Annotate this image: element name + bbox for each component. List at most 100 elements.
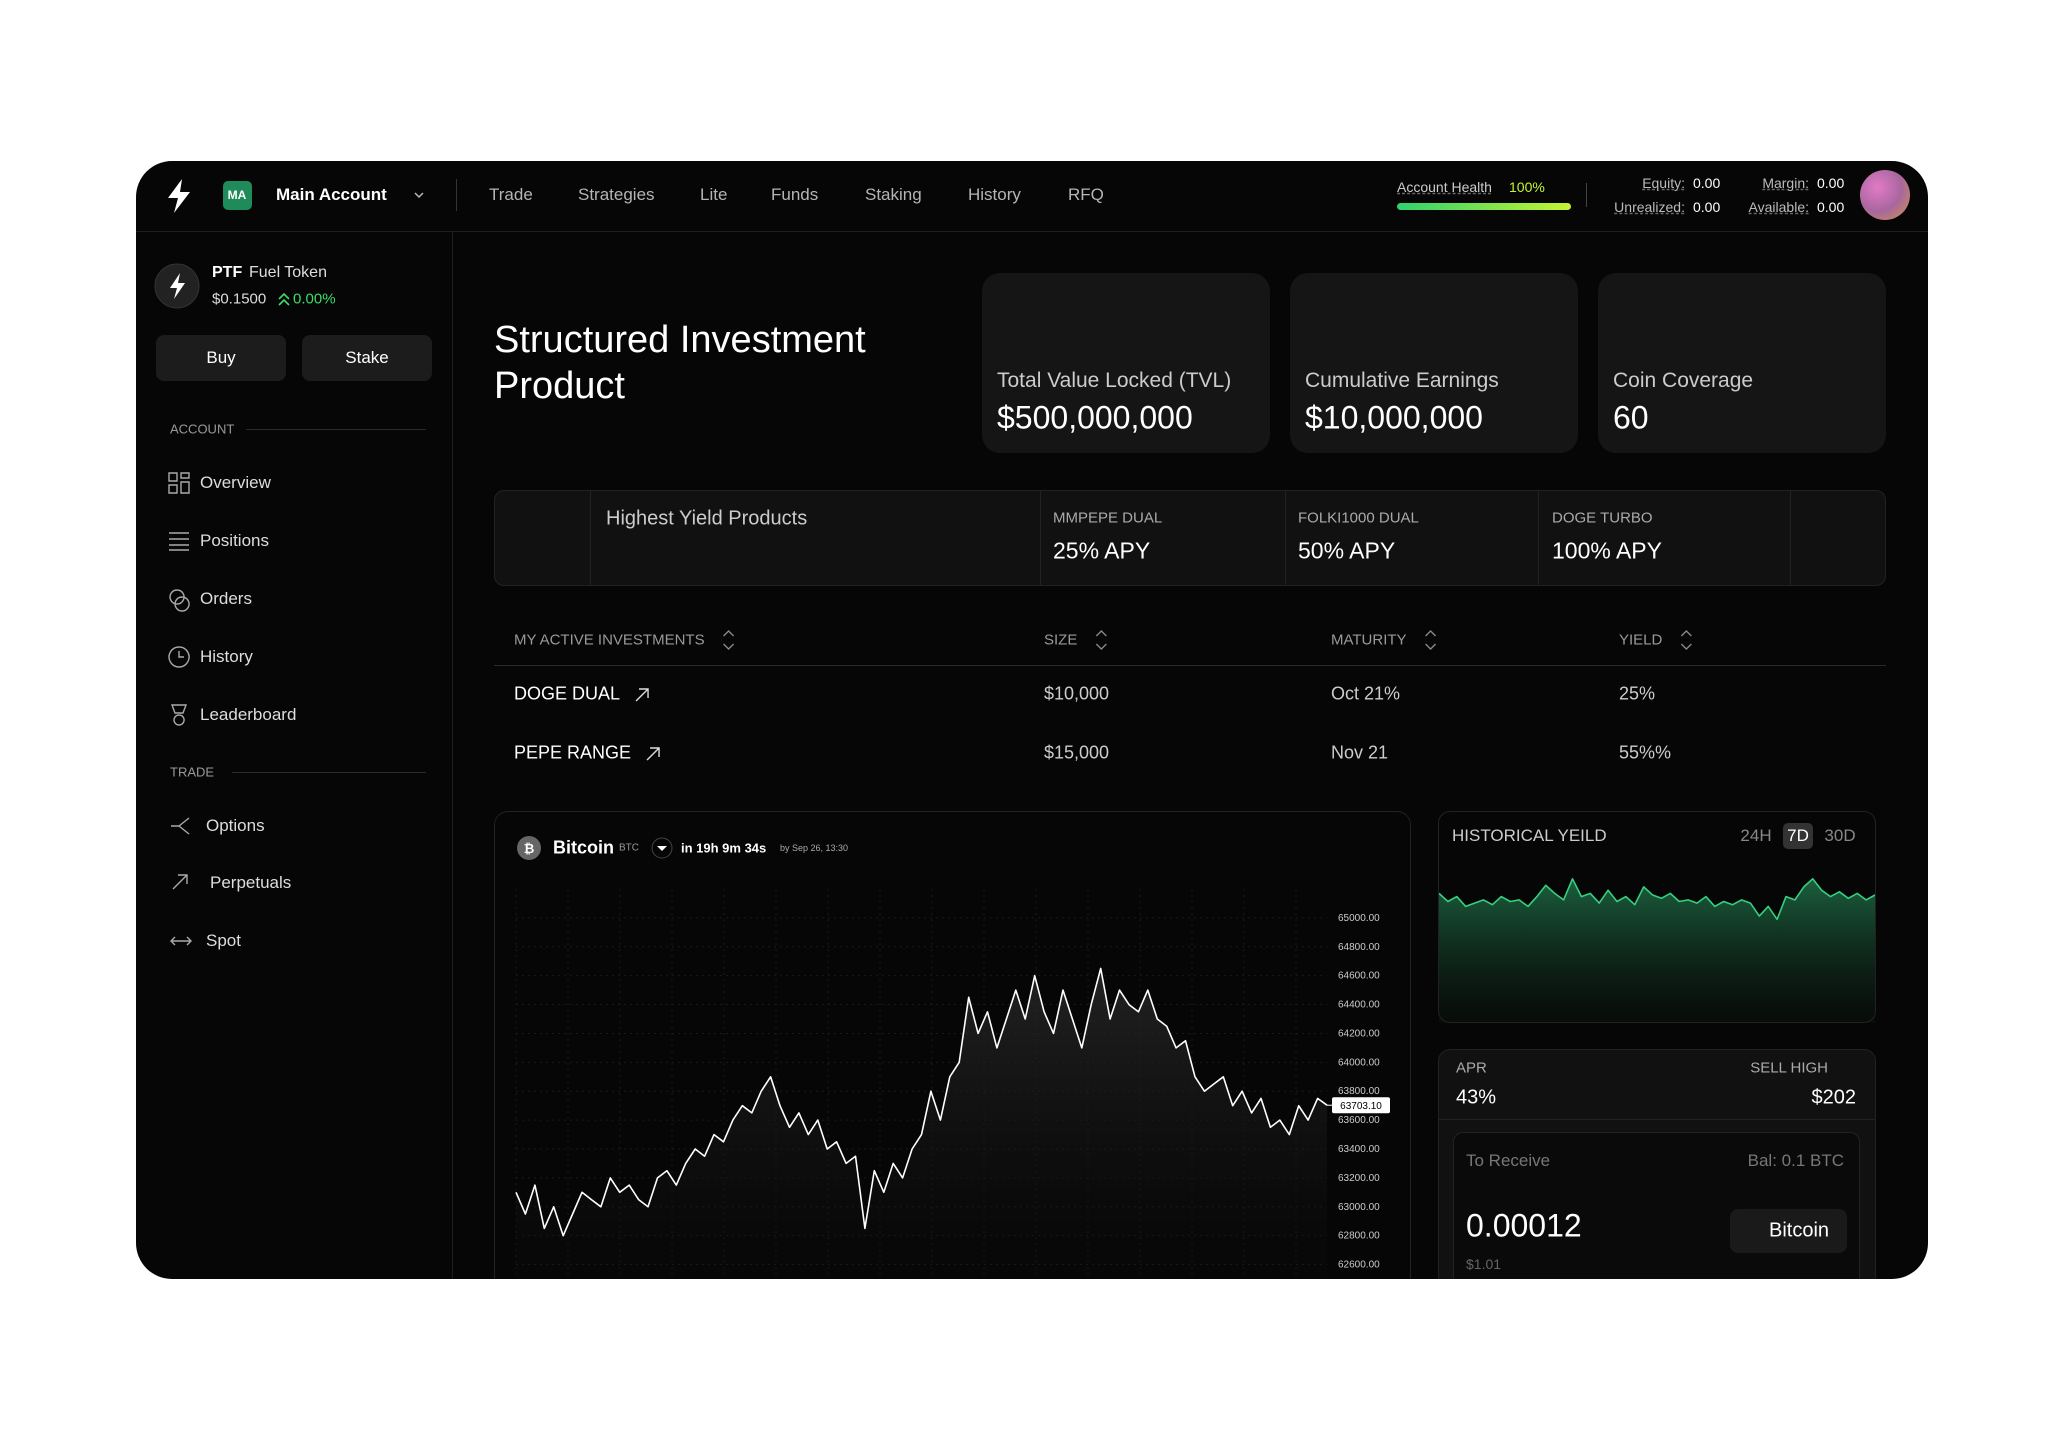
sidebar-item[interactable]: Spot	[206, 931, 241, 950]
line	[515, 967, 1328, 1237]
column-header[interactable]: MY ACTIVE INVESTMENTS	[514, 631, 705, 649]
coin-icon	[517, 836, 541, 860]
avatar	[1860, 170, 1910, 220]
product-apy: 100% APY	[1552, 537, 1662, 564]
y-tick-label: 64200.00	[1338, 1028, 1380, 1039]
balance: Bal: 0.1 BTC	[1747, 1151, 1844, 1170]
next-button[interactable]	[1790, 490, 1886, 586]
logo	[168, 179, 190, 213]
stat-label: Coin Coverage	[1613, 369, 1754, 392]
line	[1438, 878, 1876, 921]
product-apy: 25% APY	[1053, 537, 1151, 564]
strip-title: Highest Yield Products	[606, 507, 808, 530]
stat-value: $10,000,000	[1305, 399, 1483, 436]
nav-item[interactable]: Funds	[771, 185, 819, 204]
table-cell: $10,000	[1044, 683, 1110, 704]
panel-rule	[1438, 1119, 1876, 1120]
buy-label[interactable]: Buy	[206, 348, 236, 367]
table-cell[interactable]: DOGE DUAL	[514, 683, 621, 704]
stat-value: $500,000,000	[997, 399, 1193, 436]
nav-icon	[168, 472, 190, 494]
y-tick-label: 64600.00	[1338, 971, 1380, 982]
period-active	[1783, 823, 1813, 849]
y-tick-label: 65000.00	[1338, 913, 1380, 924]
nav-item[interactable]: Strategies	[578, 185, 655, 204]
margin-value: 0.00	[1817, 175, 1845, 191]
nav-icon	[170, 704, 188, 726]
nav-icon	[168, 646, 190, 668]
nav-item[interactable]: History	[968, 185, 1021, 204]
buy-button[interactable]	[156, 335, 286, 381]
receive-amount: 0.00012	[1466, 1207, 1582, 1244]
y-tick-label: 62600.00	[1338, 1260, 1380, 1271]
available-label: Available:	[1748, 199, 1809, 215]
chart-title: Bitcoin	[553, 837, 614, 858]
y-tick-label: 63000.00	[1338, 1202, 1380, 1213]
unrealized-label: Unrealized:	[1614, 199, 1685, 215]
sidebar-item[interactable]: Options	[206, 816, 265, 835]
sidebar-divider	[452, 232, 453, 1279]
y-tick-label: 64800.00	[1338, 942, 1380, 953]
prev-button[interactable]	[494, 490, 590, 586]
equity-label: Equity:	[1642, 175, 1685, 191]
token-price: $0.1500	[212, 290, 267, 308]
sidebar-item[interactable]: Overview	[200, 473, 271, 492]
period-tab[interactable]: 30D	[1824, 826, 1856, 845]
y-tick-label: 63200.00	[1338, 1173, 1380, 1184]
period-tab[interactable]: 7D	[1787, 826, 1809, 845]
nav-item[interactable]: RFQ	[1068, 185, 1104, 204]
change-arrow	[278, 292, 290, 306]
coin-glyph: ₿	[524, 841, 535, 856]
sort-icon	[1095, 630, 1107, 650]
token-name: Fuel Token	[249, 264, 327, 281]
yield-panel	[1438, 811, 1876, 1023]
product-name: DOGE TURBO	[1552, 509, 1653, 527]
strip-divider	[590, 490, 591, 586]
nav-item[interactable]: Lite	[700, 185, 728, 204]
column-header[interactable]: YIELD	[1619, 631, 1663, 649]
area-fill	[516, 968, 1327, 1279]
stat-value: 60	[1613, 399, 1649, 436]
coin-name[interactable]: Bitcoin	[1769, 1219, 1830, 1242]
stat-label: Total Value Locked (TVL)	[997, 369, 1232, 392]
token-change: 0.00%	[293, 290, 336, 308]
stake-button[interactable]	[302, 335, 432, 381]
health-value: 100%	[1509, 179, 1545, 195]
current-price-box	[1332, 1097, 1390, 1114]
table-cell[interactable]: PEPE RANGE	[514, 742, 632, 763]
strip-divider	[1790, 490, 1791, 586]
sell-value: $202	[1811, 1086, 1857, 1109]
nav-icon	[169, 589, 190, 612]
y-tick-label: 64000.00	[1338, 1057, 1380, 1068]
stat-card	[982, 273, 1270, 453]
column-header[interactable]: MATURITY	[1331, 631, 1407, 649]
coin-pill[interactable]	[1730, 1209, 1847, 1253]
link-icon	[635, 688, 649, 702]
page-title: Structured Investment Product	[494, 319, 866, 407]
sidebar-item[interactable]: Perpetuals	[210, 873, 292, 892]
health-bar	[1397, 203, 1571, 210]
sidebar-item[interactable]: Orders	[200, 589, 252, 608]
header-divider	[136, 231, 1928, 232]
sidebar-item[interactable]: History	[200, 647, 253, 666]
stake-label[interactable]: Stake	[345, 348, 389, 367]
account-name[interactable]: Main Account	[276, 185, 387, 204]
area-fill	[1439, 878, 1875, 1023]
token-symbol: PTF	[212, 264, 243, 281]
stat-card	[1598, 273, 1886, 453]
nav-item[interactable]: Staking	[865, 185, 922, 204]
table-cell: 25%	[1619, 683, 1656, 704]
period-tab[interactable]: 24H	[1740, 826, 1772, 845]
dropdown	[651, 837, 673, 859]
header-divider	[1586, 183, 1587, 207]
section-label: TRADE	[170, 764, 215, 780]
sidebar-item[interactable]: Leaderboard	[200, 705, 297, 724]
strip-divider	[1538, 490, 1539, 586]
section-label: ACCOUNT	[170, 421, 235, 437]
column-header[interactable]: SIZE	[1044, 631, 1078, 649]
account-badge-bg	[223, 181, 252, 210]
y-tick-label: 63600.00	[1338, 1115, 1380, 1126]
sidebar-item[interactable]: Positions	[200, 531, 269, 550]
nav-item[interactable]: Trade	[489, 185, 533, 204]
price-chart-panel	[494, 811, 1411, 1279]
